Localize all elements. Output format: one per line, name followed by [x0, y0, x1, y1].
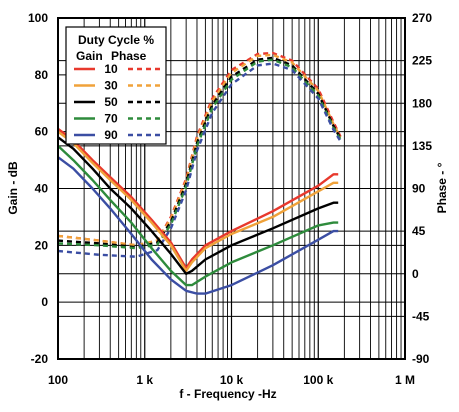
- y-right-tick-label: -45: [412, 309, 430, 323]
- phase-line-10: [57, 51, 342, 247]
- y-right-tick-label: 90: [412, 182, 426, 196]
- y-left-tick-label: 40: [35, 182, 49, 196]
- legend-label-90: 90: [104, 128, 118, 142]
- y-left-tick-label: -20: [31, 352, 49, 366]
- y-right-tick-label: 225: [412, 54, 432, 68]
- legend-col-gain: Gain: [76, 49, 103, 63]
- legend-label-10: 10: [104, 62, 118, 76]
- gain-line-50: [57, 136, 339, 275]
- y-axis-left-title: Gain - dB: [6, 161, 20, 215]
- x-tick-label: 1 M: [395, 373, 415, 387]
- y-left-tick-label: 20: [35, 238, 49, 252]
- series-layer: [57, 51, 342, 295]
- gain-line-30: [57, 130, 339, 273]
- x-axis-title: f - Frequency -Hz: [179, 387, 276, 401]
- x-tick-label: 100 k: [303, 373, 333, 387]
- y-left-tick-label: 80: [35, 68, 49, 82]
- legend-label-70: 70: [104, 112, 118, 126]
- gain-line-90: [57, 156, 339, 295]
- y-left-tick-label: 0: [41, 295, 48, 309]
- legend-label-50: 50: [104, 95, 118, 109]
- phase-line-70: [57, 58, 342, 250]
- phase-line-90: [57, 62, 342, 258]
- gain-line-10: [57, 127, 339, 270]
- x-tick-label: 1 k: [136, 373, 153, 387]
- y-right-tick-label: 0: [412, 267, 419, 281]
- legend-label-30: 30: [104, 79, 118, 93]
- phase-line-50: [57, 56, 342, 249]
- x-tick-label: 10 k: [220, 373, 244, 387]
- gain-line-70: [57, 145, 339, 287]
- y-left-tick-label: 60: [35, 125, 49, 139]
- y-axis-right-title: Phase - °: [435, 162, 449, 213]
- plot-frame: [57, 17, 406, 360]
- y-right-tick-label: 270: [412, 11, 432, 25]
- legend-col-phase: Phase: [111, 49, 147, 63]
- y-left-tick-label: 100: [28, 11, 48, 25]
- y-right-tick-label: -90: [412, 352, 430, 366]
- phase-line-30: [57, 53, 342, 247]
- y-right-tick-label: 180: [412, 96, 432, 110]
- y-right-tick-label: 45: [412, 224, 426, 238]
- y-right-tick-label: 135: [412, 139, 432, 153]
- x-tick-label: 100: [48, 373, 68, 387]
- legend-title: Duty Cycle %: [78, 33, 154, 47]
